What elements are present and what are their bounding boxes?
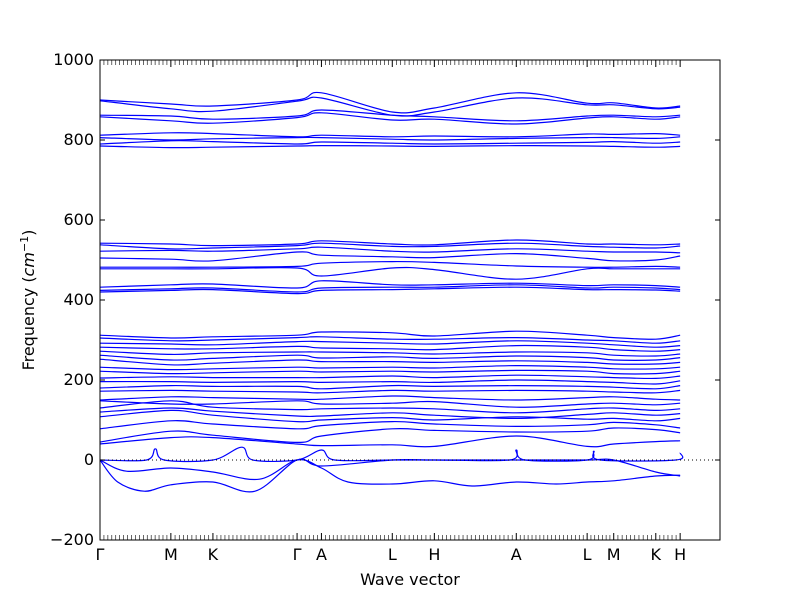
band-line-7 [99,140,681,145]
band-line-23 [99,354,681,361]
band-line-22 [99,350,681,357]
x-tick-label: K [651,545,662,564]
band-line-16 [99,284,681,293]
band-line-4 [99,112,681,125]
band-line-31 [99,395,681,401]
band-line-12 [99,251,681,262]
x-tick-label: H [674,545,686,564]
band-line-1 [99,91,681,114]
y-tick-label: 200 [63,370,94,389]
band-line-5 [99,132,681,138]
band-line-34 [99,407,681,420]
x-tick-label: L [388,545,397,564]
band-line-27 [99,374,681,380]
band-line-41 [99,446,684,463]
band-line-38 [99,435,681,448]
y-axis-label-exponent: −1 [18,236,31,252]
band-line-25 [99,364,681,371]
band-line-14 [100,266,681,280]
band-line-8 [99,144,681,149]
x-tick-label: H [428,545,440,564]
band-line-28 [99,379,681,385]
y-tick-label: 600 [63,210,94,229]
band-line-33 [99,400,681,414]
x-tick-label: L [583,545,592,564]
band-line-21 [99,344,681,352]
x-tick-label: Γ [96,545,105,564]
band-line-3 [99,109,681,122]
band-line-40 [99,459,681,487]
y-tick-label: 1000 [53,50,94,69]
y-tick-label: 400 [63,290,94,309]
band-lines [99,91,684,493]
band-line-39 [99,458,681,493]
band-line-13 [100,260,681,268]
y-axis-label: Frequency (cm−1) [18,230,38,371]
y-axis-label-prefix: Frequency ( [19,276,38,370]
band-line-15 [99,280,681,289]
band-line-20 [99,340,681,348]
x-tick-label: A [511,545,522,564]
x-tick-label: A [316,545,327,564]
band-line-37 [99,427,681,444]
band-line-30 [99,389,681,394]
x-tick-label: M [164,545,178,564]
plot-frame [99,59,721,541]
y-axis-label-unit: cm [19,252,38,276]
x-tick-label: K [208,545,219,564]
x-tick-label: M [607,545,621,564]
band-line-9 [99,239,681,247]
band-line-6 [99,136,681,141]
band-line-24 [99,358,681,366]
band-line-10 [99,242,681,250]
band-line-11 [99,246,681,254]
band-line-32 [99,400,681,408]
y-tick-label: 800 [63,130,94,149]
band-line-29 [99,384,681,390]
band-line-36 [99,420,681,430]
band-line-35 [99,409,681,423]
band-line-17 [99,286,681,295]
band-line-26 [99,369,681,375]
y-tick-label: 0 [84,450,94,469]
band-line-18 [99,330,681,340]
y-axis-label-suffix: ) [19,230,38,236]
x-tick-label: Γ [293,545,302,564]
x-axis-label: Wave vector [360,570,460,589]
y-tick-label: −200 [50,530,94,549]
band-line-19 [99,336,681,344]
y-ticks: −200 0 200 400 600 800 1000 [50,50,720,549]
